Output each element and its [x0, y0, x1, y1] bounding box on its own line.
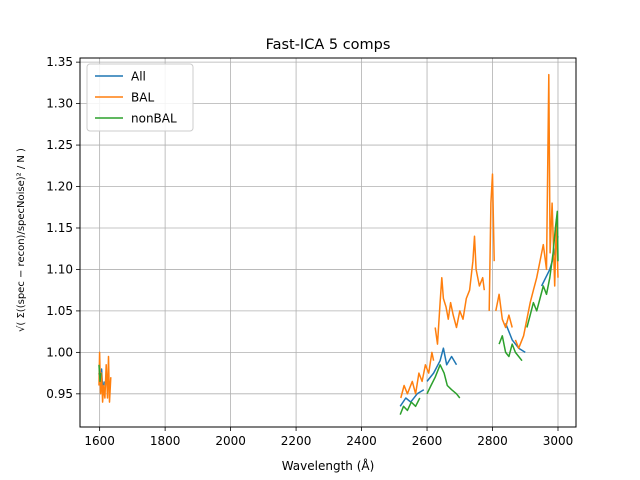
series-line-segment — [488, 173, 495, 311]
series-line-segment — [98, 364, 102, 383]
y-tick-label: 1.25 — [46, 138, 73, 152]
series-nonbal — [98, 210, 559, 415]
series-line-segment — [434, 235, 486, 345]
y-tick-label: 1.05 — [46, 304, 73, 318]
y-tick-label: 1.10 — [46, 262, 73, 276]
y-tick-label: 1.35 — [46, 55, 73, 69]
series-line-segment — [504, 323, 526, 354]
x-axis-ticks: 1600 1800 2000 2200 2400 2600 2800 3000 — [84, 427, 573, 448]
legend-label: All — [131, 70, 146, 84]
y-tick-label: 1.15 — [46, 221, 73, 235]
series-line-segment — [400, 351, 435, 399]
series-line-segment — [98, 351, 112, 403]
series-line-segment — [514, 73, 559, 349]
y-tick-label: 1.30 — [46, 97, 73, 111]
y-tick-label: 1.20 — [46, 180, 73, 194]
series-line-segment — [426, 347, 458, 382]
legend: All BAL nonBAL — [86, 63, 194, 132]
series-line-segment — [495, 293, 513, 329]
series-bal — [98, 73, 559, 403]
x-tick-label: 2600 — [412, 434, 443, 448]
series-line-segment — [399, 397, 421, 415]
legend-box — [86, 63, 194, 132]
y-axis-ticks: 0.95 1.00 1.05 1.10 1.15 1.20 1.25 1.30 1.35 — [46, 55, 80, 401]
x-tick-label: 3000 — [543, 434, 574, 448]
x-tick-label: 2200 — [281, 434, 312, 448]
x-tick-label: 1600 — [84, 434, 115, 448]
series-line-segment — [426, 364, 461, 399]
x-tick-label: 2000 — [215, 434, 246, 448]
legend-label: BAL — [131, 91, 154, 105]
y-tick-label: 0.95 — [46, 387, 73, 401]
x-axis-label: Wavelength (Å) — [282, 458, 375, 473]
series-line-segment — [498, 335, 523, 362]
series-line-segment — [526, 210, 559, 328]
x-tick-label: 2800 — [477, 434, 508, 448]
chart-title: Fast-ICA 5 comps — [266, 37, 391, 53]
series-lines — [98, 73, 559, 415]
y-axis-label: √( Σ((spec − recon)/specNoise)² / N ) — [16, 148, 27, 332]
x-tick-label: 2400 — [346, 434, 377, 448]
x-tick-label: 1800 — [150, 434, 181, 448]
axes-frame — [79, 57, 577, 428]
legend-label: nonBAL — [131, 112, 177, 126]
series-all — [98, 236, 559, 407]
y-tick-label: 1.00 — [46, 345, 73, 359]
